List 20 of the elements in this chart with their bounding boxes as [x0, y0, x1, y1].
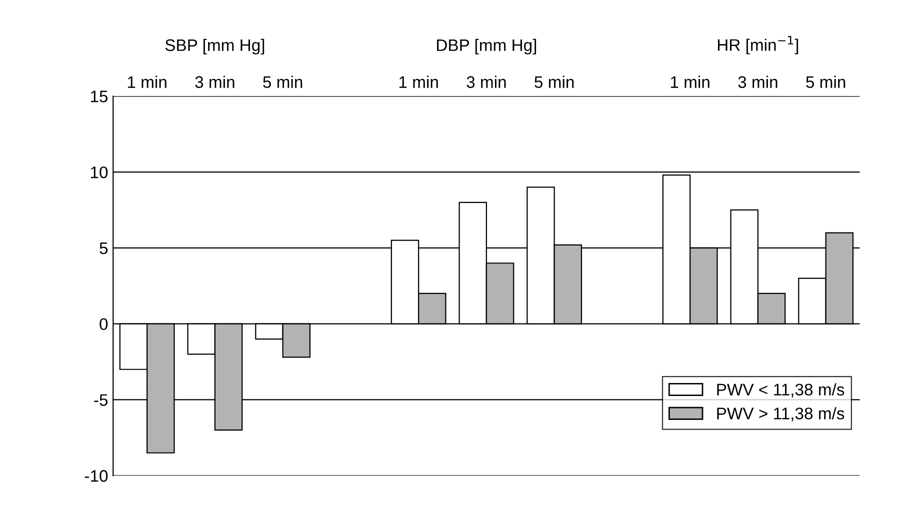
y-tick-label: -5 [94, 394, 108, 406]
y-tick-label: -10 [84, 470, 108, 482]
y-tick-label: 10 [91, 166, 108, 178]
text: HR [min$^{−1}$] [718, 36, 798, 54]
x-tick-label: 3 min [738, 76, 778, 88]
x-tick-label: 5 min [806, 76, 846, 88]
y-tick-label: 0 [100, 318, 108, 330]
y-tick-label: 15 [91, 90, 108, 102]
legend-label: PWV < 11,38 m/s [717, 383, 844, 398]
x-tick-label: 1 min [670, 76, 710, 88]
legend-label: PWV > 11,38 m/s [717, 407, 844, 422]
text: DBP [mm Hg] [437, 38, 536, 54]
y-tick-label: 5 [100, 242, 108, 254]
x-tick-label: 3 min [466, 76, 506, 88]
x-tick-label: 3 min [195, 76, 234, 88]
x-tick-label: 1 min [399, 76, 438, 88]
x-tick-label: 1 min [128, 76, 166, 88]
x-tick-label: 5 min [534, 76, 574, 88]
x-tick-label: 5 min [263, 76, 302, 88]
text: SBP [mm Hg] [165, 38, 264, 54]
